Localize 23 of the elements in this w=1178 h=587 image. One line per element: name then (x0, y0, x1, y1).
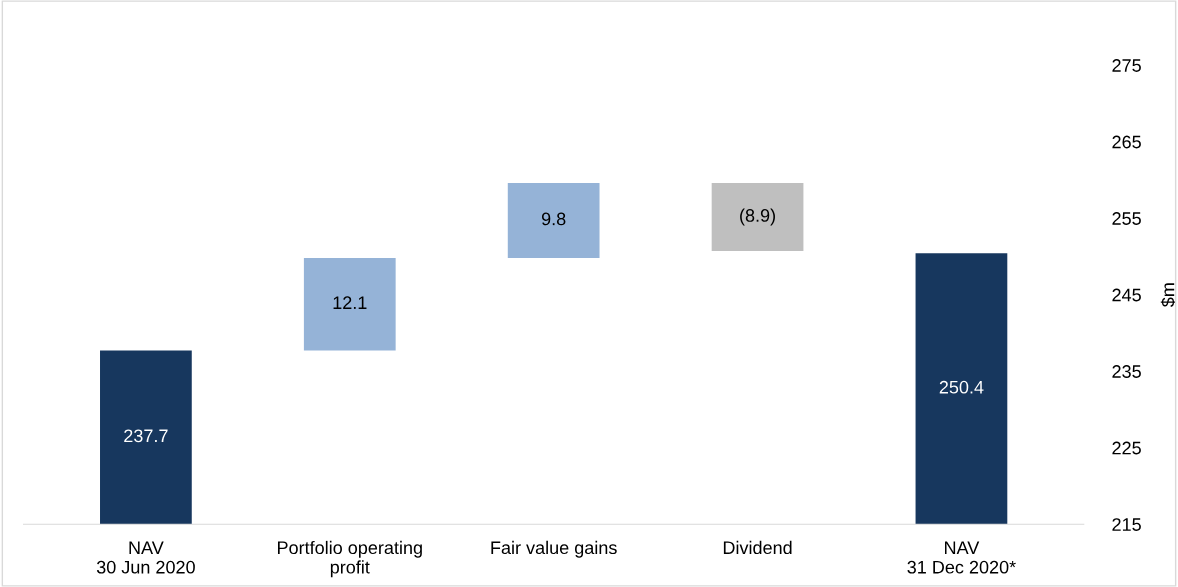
data-label: 237.7 (124, 429, 168, 443)
bar (303, 257, 396, 351)
data-label: 12.1 (333, 296, 367, 309)
y-axis-title: $m (1160, 283, 1176, 308)
x-tick-label: Fair value gains (491, 540, 617, 558)
y-tick-label: 235 (1112, 365, 1141, 378)
y-tick-label: 225 (1112, 441, 1141, 455)
bar (100, 350, 192, 525)
x-tick-label: NAV 31 Dec 2020* (907, 541, 1016, 574)
x-tick-label: Dividend (723, 540, 792, 555)
data-label: (8.9) (740, 208, 775, 226)
y-tick-label: 245 (1112, 288, 1141, 302)
y-tick-label: 265 (1112, 135, 1141, 149)
y-tick-label: 275 (1112, 59, 1141, 72)
bar (711, 182, 804, 252)
data-label: 250.4 (939, 380, 984, 394)
x-tick-label: NAV 30 Jun 2020 (96, 541, 195, 574)
bar (507, 182, 600, 258)
x-tick-label: Portfolio operating profit (277, 540, 422, 578)
y-tick-label: 215 (1112, 518, 1141, 531)
data-label: 9.8 (541, 212, 566, 226)
y-tick-label: 255 (1112, 212, 1141, 225)
bar (915, 253, 1008, 525)
